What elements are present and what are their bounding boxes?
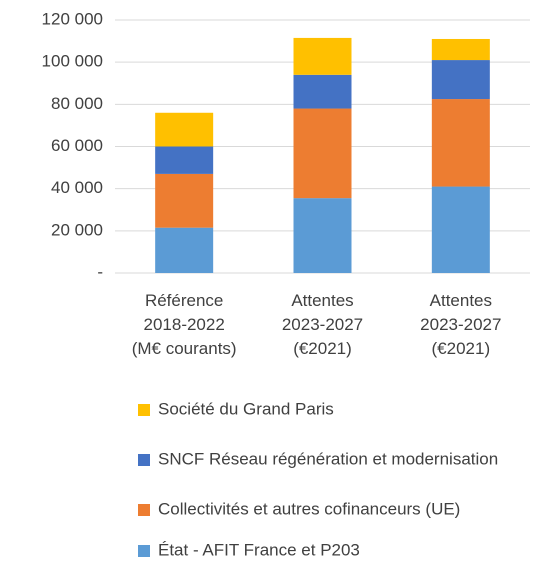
- legend-label: SNCF Réseau régénération et modernisatio…: [158, 449, 498, 468]
- y-tick-label: 80 000: [51, 94, 103, 113]
- y-tick-label: 20 000: [51, 220, 103, 239]
- bar-segment: [155, 112, 214, 147]
- bar-segment: [155, 227, 214, 273]
- x-tick-label-line: 2018-2022: [144, 315, 225, 334]
- x-tick-label-line: (M€ courants): [132, 339, 237, 358]
- x-tick-label: Attentes 2023-2027 (€2021): [282, 291, 363, 358]
- bar-segment: [431, 38, 490, 61]
- bar-segment: [155, 173, 214, 228]
- legend-label: État - AFIT France et P203: [158, 540, 360, 559]
- bar-segment: [293, 198, 352, 273]
- bar-segment: [293, 108, 352, 199]
- bar-segment: [431, 60, 490, 100]
- x-tick-label-line: Référence: [145, 291, 223, 310]
- y-tick-label: 60 000: [51, 136, 103, 155]
- y-tick-label: -: [97, 262, 103, 281]
- bar-segment: [155, 146, 214, 174]
- x-tick-label-line: 2023-2027: [282, 315, 363, 334]
- x-tick-label-line: Attentes: [430, 291, 492, 310]
- x-tick-label-line: (€2021): [293, 339, 352, 358]
- bar-segment: [431, 186, 490, 273]
- legend-swatch: [138, 545, 150, 557]
- legend-label: Société du Grand Paris: [158, 399, 334, 418]
- bar-segment: [293, 37, 352, 75]
- bar-segment: [431, 99, 490, 187]
- x-tick-label: Référence 2018-2022 (M€ courants): [132, 291, 237, 358]
- y-tick-label: 100 000: [42, 52, 103, 71]
- x-tick-label: Attentes 2023-2027 (€2021): [420, 291, 501, 358]
- x-tick-label-line: (€2021): [432, 339, 491, 358]
- y-tick-label: 120 000: [42, 9, 103, 28]
- legend-swatch: [138, 454, 150, 466]
- legend-swatch: [138, 504, 150, 516]
- x-tick-label-line: 2023-2027: [420, 315, 501, 334]
- legend-label: Collectivités et autres cofinanceurs (UE…: [158, 499, 460, 518]
- legend-swatch: [138, 404, 150, 416]
- bar-segment: [293, 74, 352, 109]
- x-tick-label-line: Attentes: [291, 291, 353, 310]
- y-tick-label: 40 000: [51, 178, 103, 197]
